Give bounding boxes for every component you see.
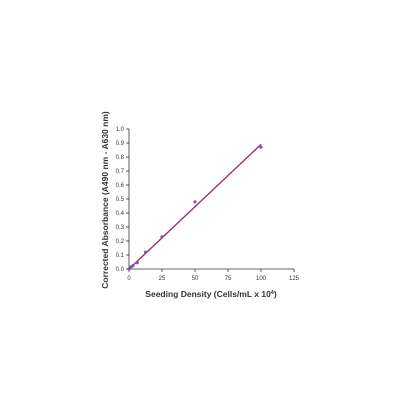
x-tick-label: 125 [289, 276, 300, 282]
y-tick-label: 0.7 [116, 169, 125, 175]
x-axis-title-suffix: ) [274, 289, 277, 299]
x-tick-label: 75 [225, 276, 232, 282]
y-tick-label: 0.8 [116, 155, 125, 161]
data-point [131, 263, 135, 268]
x-axis-title-superscript: 4 [271, 290, 275, 296]
y-tick-label: 0.6 [116, 183, 125, 189]
y-tick-label: 0.9 [116, 141, 125, 147]
data-point [193, 200, 197, 204]
fit-line [128, 143, 262, 270]
y-tick-label: 1.0 [116, 127, 125, 133]
y-tick-label: 0.2 [116, 239, 125, 245]
y-tick-label: 0.0 [116, 267, 125, 273]
x-tick-label: 100 [256, 276, 267, 282]
x-tick-label: 0 [127, 276, 131, 282]
data-point [143, 250, 148, 254]
y-tick-label: 0.5 [116, 197, 125, 203]
data-points [127, 145, 263, 271]
y-tick-label: 0.3 [116, 225, 125, 231]
y-axis-title: Corrected Absorbance (A490 nm - A630 nm) [100, 111, 110, 289]
x-axis-title-main: Seeding Density (Cells/mL x 10 [145, 289, 271, 299]
x-tick-label: 25 [159, 276, 166, 282]
data-point [135, 261, 139, 265]
y-tick-label: 0.4 [116, 211, 125, 217]
data-point [259, 145, 263, 149]
data-point [160, 235, 164, 239]
x-ticks: 0 25 50 75 100 125 [127, 269, 300, 282]
plot-area: 0 25 50 75 100 125 0.00.10.20.30.40.50.60.70.… [116, 127, 300, 282]
y-ticks: 0.0 0.1 0.2 0.3 0.4 0.5 0.6 0.7 0.8 0.9 1.0 [116, 127, 129, 273]
x-axis-title: Seeding Density (Cells/mL x 104) [145, 289, 277, 299]
x-tick-label: 50 [192, 276, 199, 282]
y-tick-label: 0.1 [116, 253, 125, 259]
